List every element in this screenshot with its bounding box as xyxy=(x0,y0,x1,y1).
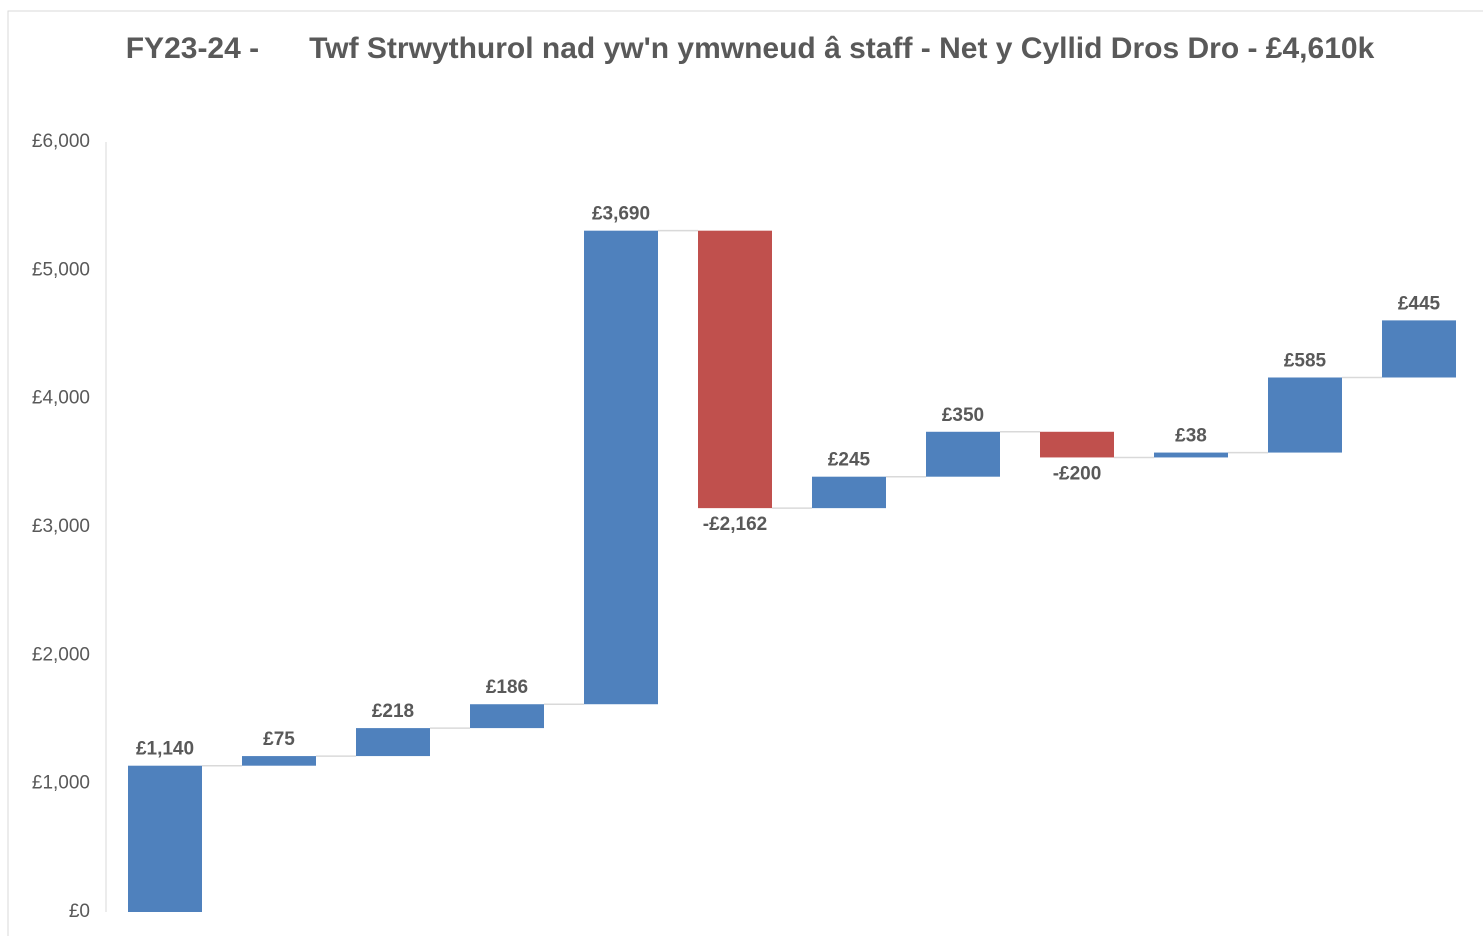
data-label: £75 xyxy=(263,729,295,750)
bar xyxy=(812,476,886,509)
y-tick-label: £2,000 xyxy=(32,644,90,665)
y-tick-label: £0 xyxy=(69,901,90,922)
bar xyxy=(128,765,202,912)
bar xyxy=(584,230,658,705)
y-tick-label: £1,000 xyxy=(32,773,90,794)
bar xyxy=(926,431,1000,477)
y-tick-label: £6,000 xyxy=(32,131,90,152)
chart-frame xyxy=(7,10,1483,936)
data-label: £445 xyxy=(1398,293,1441,314)
bar xyxy=(470,704,544,729)
data-label: £3,690 xyxy=(592,204,650,225)
bar xyxy=(356,728,430,757)
bar xyxy=(1154,452,1228,458)
data-label: £186 xyxy=(486,677,528,698)
data-label: £585 xyxy=(1284,351,1327,372)
chart-title: FY23-24 - Twf Strwythurol nad yw'n ymwne… xyxy=(125,32,1375,65)
y-tick-label: £5,000 xyxy=(32,259,90,280)
y-tick-label: £3,000 xyxy=(32,516,90,537)
bar xyxy=(1382,320,1456,378)
data-label: £218 xyxy=(372,701,414,722)
data-label: -£2,162 xyxy=(703,514,767,535)
bar xyxy=(1268,377,1342,453)
data-label: £245 xyxy=(828,450,871,471)
bar xyxy=(242,756,316,766)
data-label: £350 xyxy=(942,405,984,426)
bar xyxy=(698,230,772,509)
bar xyxy=(1040,431,1114,458)
data-label: -£200 xyxy=(1053,463,1102,484)
data-label: £38 xyxy=(1175,426,1207,447)
y-tick-label: £4,000 xyxy=(32,388,90,409)
data-label: £1,140 xyxy=(136,739,194,760)
